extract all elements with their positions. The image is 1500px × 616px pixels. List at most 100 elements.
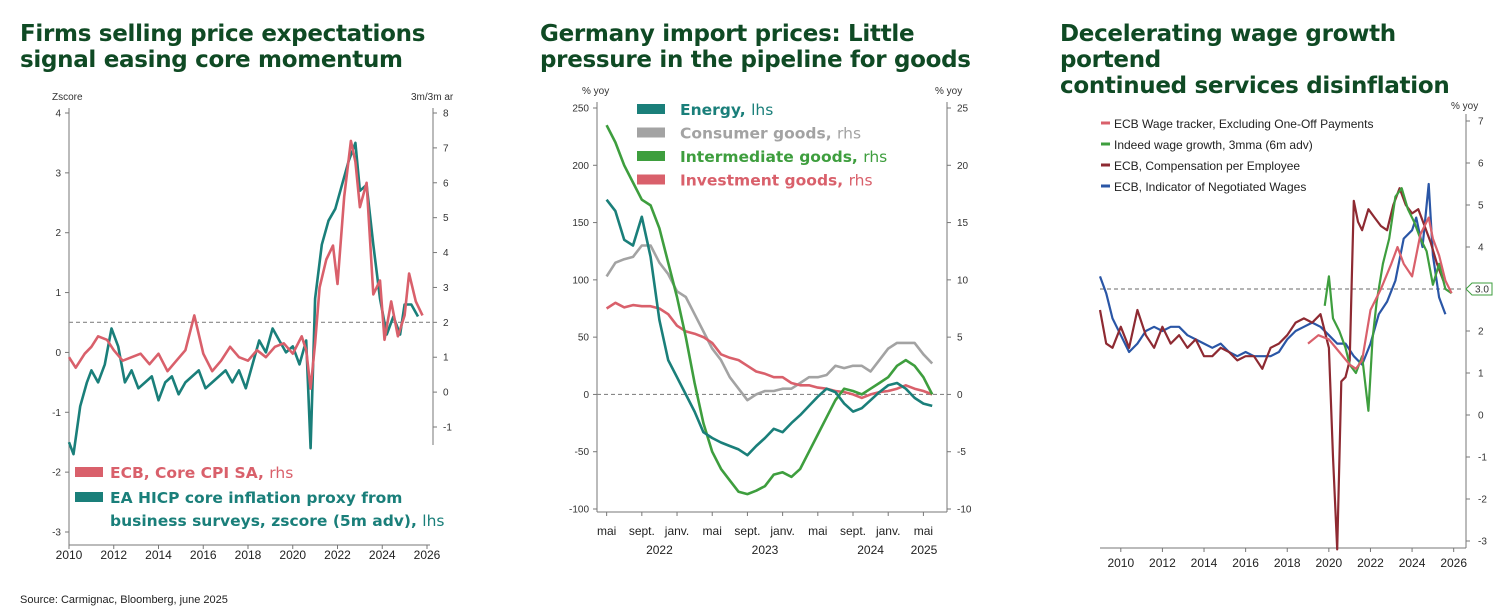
chart1-legend-swatch-core-cpi	[75, 467, 103, 477]
chart2-right-tick-label: 15	[957, 218, 969, 229]
chart1-x-tick-label: 2010	[56, 548, 83, 562]
chart2-right-tick-label: 25	[957, 104, 969, 115]
chart3-reference-label: 3.0	[1475, 285, 1489, 296]
chart2-left-tick-label: 150	[572, 218, 589, 229]
chart3-x-tick-label: 2018	[1274, 556, 1301, 570]
chart1-right-tick-label: 0	[443, 388, 449, 399]
chart2-title-line1: Germany import prices: Little	[540, 21, 915, 47]
chart1-x-tick-label: 2018	[235, 548, 262, 562]
chart2-x-tick-label: janv.	[769, 524, 794, 538]
chart2-legend-swatch-energy	[637, 104, 665, 114]
chart1-title-line2: signal easing core momentum	[20, 47, 403, 73]
chart2-left-tick-label: 100	[572, 275, 589, 286]
chart3-right-tick-label: 6	[1478, 159, 1484, 170]
chart1-right-tick-label: 8	[443, 109, 449, 120]
chart2-x-tick-label: mai	[914, 524, 933, 538]
chart2-x-tick-label: sept.	[629, 524, 655, 538]
chart3: % yoy76543210-1-2-3201020122014201620182…	[1098, 101, 1493, 570]
chart3-right-tick-label: -3	[1478, 537, 1487, 548]
chart2-right-tick-label: 20	[957, 161, 969, 172]
chart2-series-investment-goods-line	[605, 301, 933, 400]
chart2-left-tick-label: -100	[569, 505, 589, 516]
chart2-right-tick-label: 5	[957, 333, 963, 344]
chart2-x-tick-label: mai	[703, 524, 722, 538]
source-note: Source: Carmignac, Bloomberg, june 2025	[20, 594, 228, 606]
chart1-right-tick-label: 5	[443, 213, 449, 224]
chart3-x-tick-label: 2026	[1440, 556, 1467, 570]
chart1-right-axis-label: 3m/3m ar	[411, 92, 454, 103]
chart2-title-line2: pressure in the pipeline for goods	[540, 47, 971, 73]
chart3-x-tick-label: 2012	[1149, 556, 1176, 570]
chart1-x-tick-label: 2026	[414, 548, 441, 562]
chart3-right-tick-label: 2	[1478, 327, 1484, 338]
chart3-title-line1: Decelerating wage growth portend	[1060, 21, 1396, 73]
chart1-legend-swatch-survey-proxy	[75, 492, 103, 502]
chart1-series-survey-proxy-line	[67, 141, 420, 456]
chart1-right-tick-label: 6	[443, 178, 449, 189]
chart3-right-tick-label: 1	[1478, 369, 1484, 380]
chart2-left-tick-label: 200	[572, 161, 589, 172]
chart2-legend-swatch-consumer-goods	[637, 127, 665, 138]
chart3-series-indeed-wage-growth-line	[1323, 187, 1453, 412]
chart2-right-tick-label: -10	[957, 505, 972, 516]
chart1: Zscore 3m/3m ar 4 3 2 1 0 -1 -2 -3 8 7 6 5 4 3 2 1 0 -1 2010…	[52, 92, 454, 562]
chart2-x-year-label: 2024	[857, 543, 884, 557]
chart1-x-tick-label: 2022	[324, 548, 351, 562]
chart2-legend-swatch-investment-goods	[637, 174, 665, 185]
chart1-left-axis-label: Zscore	[52, 92, 83, 103]
chart1-x-tick-label: 2012	[100, 548, 127, 562]
chart1-right-tick-label: 3	[443, 283, 449, 294]
chart1-left-tick-label: 1	[55, 288, 61, 299]
chart2-x-year-label: 2025	[911, 543, 938, 557]
chart1-x-tick-label: 2014	[145, 548, 172, 562]
chart3-right-tick-label: 5	[1478, 201, 1484, 212]
chart2-right-tick-label: 10	[957, 275, 969, 286]
chart2-legend-consumer-goods: Consumer goods, rhs	[680, 125, 861, 143]
chart1-legend-survey-proxy-line2: business surveys, zscore (5m adv), lhs	[110, 512, 445, 530]
chart1-right-tick-label: 2	[443, 318, 449, 329]
chart3-x-tick-label: 2024	[1399, 556, 1426, 570]
chart1-legend-core-cpi: ECB, Core CPI SA, rhs	[110, 464, 293, 482]
chart2-left-tick-label: -50	[575, 447, 590, 458]
chart3-x-tick-label: 2022	[1357, 556, 1384, 570]
chart3-right-axis-label: % yoy	[1451, 101, 1478, 112]
chart3-legend-ecb-negotiated-wages: ECB, Indicator of Negotiated Wages	[1114, 180, 1306, 194]
chart2-right-tick-label: 0	[957, 390, 963, 401]
chart3-x-tick-label: 2016	[1232, 556, 1259, 570]
chart1-left-tick-label: -2	[52, 468, 61, 479]
chart1-left-tick-label: -1	[52, 408, 61, 419]
chart2-x-tick-label: mai	[808, 524, 827, 538]
chart3-right-tick-label: 7	[1478, 117, 1484, 128]
chart2-left-axis-label: % yoy	[582, 86, 609, 97]
chart3-series-ecb-wage-tracker-line	[1307, 216, 1453, 370]
chart2-x-year-label: 2023	[752, 543, 779, 557]
chart3-title: Decelerating wage growth portend continu…	[1060, 21, 1500, 99]
chart1-series-core-cpi-line	[67, 139, 424, 390]
chart1-right-tick-label: 4	[443, 248, 449, 259]
chart2-left-tick-label: 250	[572, 104, 589, 115]
chart3-right-tick-label: 4	[1478, 243, 1484, 254]
chart1-x-tick-label: 2024	[369, 548, 396, 562]
chart2-x-year-label: 2022	[646, 543, 673, 557]
chart3-right-tick-label: -2	[1478, 495, 1487, 506]
chart3-legend-indeed-wage-growth: Indeed wage growth, 3mma (6m adv)	[1114, 138, 1313, 152]
chart2-x-tick-label: mai	[597, 524, 616, 538]
chart2-x-tick-label: sept.	[840, 524, 866, 538]
chart1-title: Firms selling price expectations signal …	[20, 21, 425, 73]
chart3-x-tick-label: 2010	[1107, 556, 1134, 570]
chart1-left-tick-label: 2	[55, 228, 61, 239]
chart1-title-line1: Firms selling price expectations	[20, 21, 426, 47]
chart1-left-tick-label: -3	[52, 528, 61, 539]
chart2-x-tick-label: janv.	[664, 524, 689, 538]
chart2-left-tick-label: 50	[578, 333, 590, 344]
chart3-series-ecb-negotiated-wages-line	[1098, 182, 1447, 366]
chart3-series-ecb-compensation-line	[1098, 187, 1445, 551]
chart2-series-consumer-goods-line	[605, 244, 934, 402]
chart1-x-tick-label: 2020	[279, 548, 306, 562]
chart3-title-line2: continued services disinflation	[1060, 73, 1450, 99]
chart1-right-tick-label: 1	[443, 353, 449, 364]
chart1-left-tick-label: 3	[55, 168, 61, 179]
chart2-left-tick-label: 0	[583, 390, 589, 401]
chart3-x-tick-label: 2014	[1191, 556, 1218, 570]
